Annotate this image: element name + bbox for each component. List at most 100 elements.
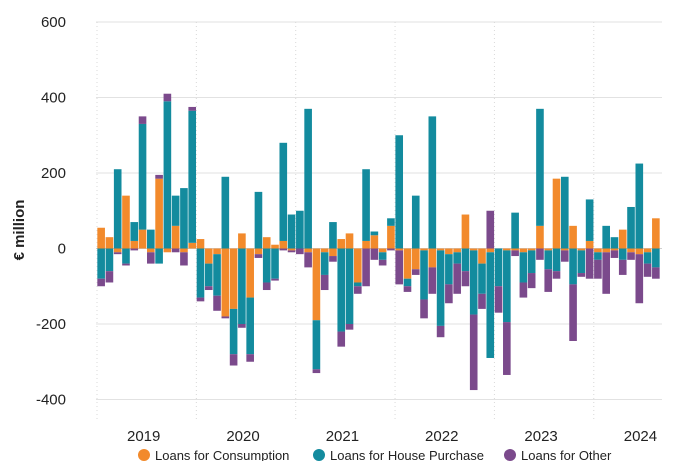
bar-segment [97, 278, 105, 287]
bar-segment [122, 248, 130, 264]
bar-segment [262, 237, 271, 249]
bar-segment [486, 210, 495, 249]
bar-segment [527, 273, 536, 289]
bar-segment [353, 286, 362, 294]
bar-segment [171, 225, 180, 249]
bar-segment [643, 263, 652, 277]
bar-segment [287, 250, 296, 253]
bar-segment [602, 248, 610, 253]
bar-segment [610, 248, 619, 251]
bar-segment [320, 274, 329, 291]
bar-segment [627, 248, 635, 253]
bar-segment [362, 169, 370, 241]
x-tick-label: 2021 [326, 428, 359, 445]
legend-marker [313, 449, 325, 461]
bar-segment [147, 248, 155, 253]
bar-segment [585, 199, 594, 241]
bar-segment [428, 116, 437, 249]
bar-segment [320, 252, 329, 275]
bar-segment [97, 227, 105, 249]
bar-segment [453, 248, 461, 253]
bar-segment [445, 284, 453, 304]
bar-segment [461, 271, 470, 287]
bar-segment [461, 248, 470, 272]
bar-segment [453, 263, 461, 294]
y-tick-label: 600 [41, 14, 66, 31]
bar-segment [652, 267, 660, 279]
bar-segment [395, 135, 404, 249]
bar-segment [503, 250, 511, 323]
bar-segment [652, 248, 660, 268]
bar-segment [560, 248, 569, 251]
bar-segment [163, 93, 172, 102]
bar-segment [552, 178, 561, 249]
bar-segment [411, 248, 420, 270]
bar-segment [312, 369, 321, 374]
bar-segment [97, 248, 105, 279]
bar-segment [511, 248, 519, 251]
bar-segment [122, 195, 130, 249]
bar-segment [635, 248, 644, 255]
bar-segment [296, 248, 304, 255]
bar-segment [519, 282, 528, 298]
bar-segment [428, 248, 437, 268]
bar-segment [304, 252, 312, 268]
bar-segment [204, 286, 213, 291]
bar-segment [254, 191, 263, 249]
bar-segment [238, 248, 246, 324]
bar-segment [536, 248, 544, 260]
bar-segment [569, 225, 577, 249]
bar-segment [552, 271, 561, 279]
bar-segment [577, 248, 586, 251]
bar-segment [113, 248, 122, 253]
bar-segment [180, 252, 188, 266]
bar-segment [320, 248, 329, 253]
bar-segment [221, 316, 230, 319]
bar-segment [461, 214, 470, 249]
bar-segment [436, 325, 445, 338]
bar-segment [420, 250, 428, 300]
bar-segment [345, 233, 354, 249]
bar-segment [370, 248, 379, 260]
bar-segment [560, 250, 569, 262]
bar-segment [387, 248, 395, 251]
bar-segment [411, 269, 420, 275]
legend-label: Loans for House Purchase [330, 448, 484, 461]
bar-segment [188, 106, 197, 111]
bar-segment [345, 324, 354, 330]
x-tick-label: 2022 [425, 428, 458, 445]
bar-segment [627, 252, 635, 260]
bar-segment [196, 297, 205, 302]
axes: -400 -200 0 200 400 600 2019 2020 2021 2022 2023 20… [36, 14, 657, 445]
bar-segment [469, 314, 478, 391]
bar-segment [378, 248, 387, 253]
bar-segment [312, 248, 321, 321]
bar-segment [271, 278, 279, 281]
bar-segment [229, 308, 238, 355]
bar-segment [618, 259, 627, 275]
bar-segment [296, 210, 304, 249]
bar-segment [478, 248, 486, 264]
y-tick-label: -400 [36, 392, 66, 409]
bar-segment [403, 278, 412, 287]
bar-segment [478, 263, 486, 294]
bar-segment [387, 218, 395, 226]
y-axis-label: € million [11, 200, 28, 261]
bar-segment [420, 299, 428, 319]
bar-segment [213, 295, 221, 311]
y-tick-label: 200 [41, 165, 66, 182]
bar-segment [577, 250, 586, 274]
bar-segment [138, 229, 147, 249]
bar-segment [519, 248, 528, 253]
bar-segment [511, 212, 519, 249]
bar-segment [552, 248, 561, 272]
bar-segment [370, 235, 379, 249]
bar-segment [229, 354, 238, 366]
bar-segment [602, 252, 610, 294]
bar-segment [420, 248, 428, 251]
bar-segment [494, 286, 503, 313]
bar-segment [271, 248, 279, 279]
bar-segment [196, 248, 205, 298]
bar-segment [486, 252, 495, 358]
